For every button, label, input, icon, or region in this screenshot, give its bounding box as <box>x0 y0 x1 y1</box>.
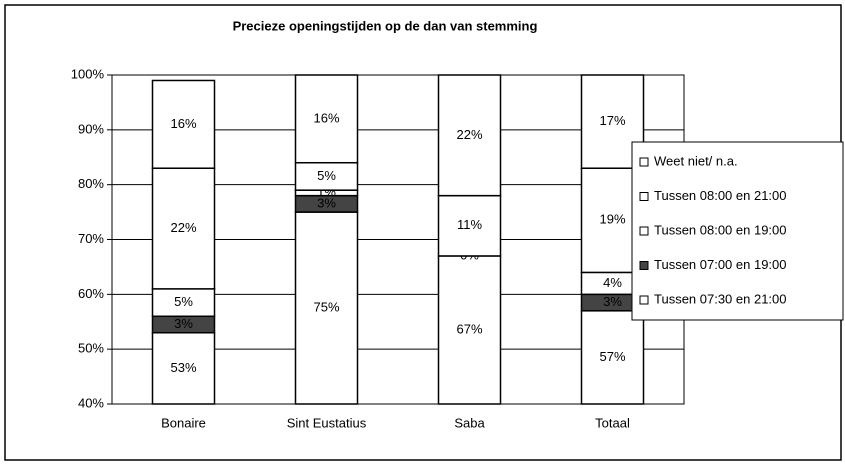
bar-segment <box>294 74 359 164</box>
x-tick-label: Totaal <box>595 415 630 430</box>
data-label: 16% <box>313 110 339 125</box>
legend-label: Weet niet/ n.a. <box>654 153 738 168</box>
chart-title: Precieze openingstijden op de dan van st… <box>233 18 538 33</box>
legend-label: Tussen 08:00 en 19:00 <box>654 222 787 237</box>
y-tick-label: 90% <box>78 121 104 136</box>
x-tick-label: Bonaire <box>161 415 206 430</box>
data-label: 5% <box>174 294 193 309</box>
bar-segment <box>437 194 502 257</box>
bar-segment <box>151 79 216 169</box>
x-tick-label: Sint Eustatius <box>287 415 367 430</box>
y-tick-label: 60% <box>78 286 104 301</box>
data-label: 4% <box>603 275 622 290</box>
data-label: 5% <box>317 168 336 183</box>
y-tick-label: 40% <box>78 395 104 410</box>
data-label: 53% <box>170 360 196 375</box>
data-label: 17% <box>599 113 625 128</box>
legend-swatch <box>639 261 649 270</box>
legend-label: Tussen 07:30 en 21:00 <box>654 291 787 306</box>
y-tick-label: 50% <box>78 341 104 356</box>
data-label: 11% <box>457 217 482 232</box>
legend-label: Tussen 08:00 en 21:00 <box>654 188 787 203</box>
data-label: 19% <box>599 212 625 227</box>
legend-swatch <box>639 295 649 305</box>
data-label: 3% <box>603 294 622 309</box>
legend-swatch <box>639 157 649 167</box>
bar-segment <box>437 74 502 197</box>
bar-segment <box>294 161 359 191</box>
data-label: 67% <box>456 321 482 336</box>
data-label: 22% <box>170 220 196 235</box>
data-label: 57% <box>599 349 625 364</box>
data-label: 22% <box>456 127 482 142</box>
data-label: 3% <box>174 316 193 331</box>
x-tick-label: Saba <box>454 415 485 430</box>
bar-segment <box>580 310 645 405</box>
data-label: 75% <box>313 299 339 314</box>
bar-segment <box>151 331 216 405</box>
legend-label: Tussen 07:00 en 19:00 <box>654 257 787 272</box>
y-tick-label: 70% <box>78 231 104 246</box>
legend-swatch <box>639 192 649 201</box>
bar-segment <box>151 288 216 318</box>
data-label: 16% <box>170 116 196 131</box>
data-label: 3% <box>317 195 336 210</box>
y-tick-label: 100% <box>71 66 105 81</box>
bar-segment <box>151 167 216 290</box>
y-tick-label: 80% <box>78 176 104 191</box>
legend-box <box>631 141 844 321</box>
legend-swatch <box>639 226 649 236</box>
